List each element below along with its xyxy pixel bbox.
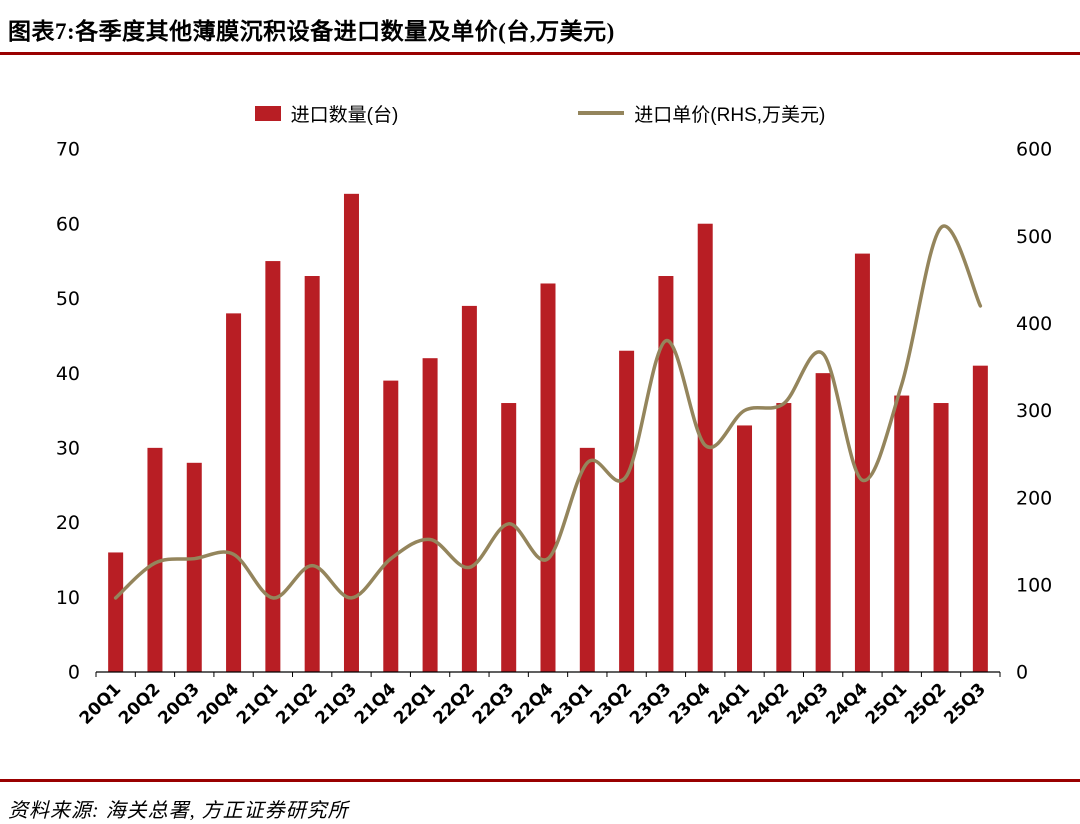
y-axis-right-tick-label: 400 — [1016, 313, 1052, 335]
chart-area: 进口数量(台) 进口单价(RHS,万美元) 0 10 20 30 40 50 60 70 0 10… — [0, 101, 1080, 761]
x-axis-label-23Q2: 23Q2 — [587, 679, 636, 728]
price-line — [113, 224, 983, 600]
legend-line-swatch-icon — [578, 111, 625, 115]
y-axis-left-tick-label: 70 — [56, 139, 80, 161]
x-axis-label-25Q2: 25Q2 — [901, 679, 950, 728]
bar-20Q4 — [226, 313, 242, 672]
bar-22Q4 — [540, 283, 556, 672]
bar-22Q2 — [461, 305, 477, 672]
bar-22Q3 — [501, 403, 517, 672]
bar-21Q2 — [304, 276, 320, 672]
footer-divider — [0, 779, 1080, 782]
bar-25Q1 — [894, 395, 910, 672]
x-axis-label-21Q4: 21Q4 — [351, 679, 401, 729]
x-axis-label-23Q4: 23Q4 — [665, 679, 715, 729]
x-axis-label-22Q2: 22Q2 — [429, 679, 478, 728]
x-axis-label-20Q2: 20Q2 — [115, 679, 164, 728]
x-axis-label-24Q3: 24Q3 — [783, 679, 832, 728]
x-axis-label-24Q2: 24Q2 — [744, 679, 793, 728]
x-axis-label-25Q3: 25Q3 — [940, 679, 989, 728]
y-axis-right-tick-label: 0 — [1016, 662, 1028, 684]
bar-25Q3 — [972, 365, 988, 672]
combo-chart: 010203040506070010020030040050060020Q120… — [56, 139, 1052, 729]
x-axis-label-22Q4: 22Q4 — [508, 679, 558, 729]
y-axis-left-tick-label: 50 — [56, 288, 80, 310]
y-axis-left-tick-label: 20 — [56, 512, 80, 534]
bar-20Q2 — [147, 447, 163, 672]
bars-series — [108, 193, 988, 672]
legend-item-price: 进口单价(RHS,万美元) — [578, 100, 825, 127]
source-note: 资料来源: 海关总署, 方正证券研究所 — [8, 800, 349, 822]
bar-21Q4 — [383, 380, 399, 672]
bar-24Q3 — [815, 373, 831, 672]
legend-label-price: 进口单价(RHS,万美元) — [634, 104, 826, 126]
y-axis-left-tick-label: 0 — [68, 662, 80, 684]
y-axis-left-tick-label: 40 — [56, 363, 80, 385]
y-axis-left-tick-label: 30 — [56, 438, 80, 460]
bar-24Q1 — [737, 425, 753, 672]
x-axis-label-21Q3: 21Q3 — [312, 679, 361, 728]
bar-20Q1 — [108, 552, 124, 672]
x-axis-label-24Q1: 24Q1 — [705, 679, 754, 728]
y-axis-right-tick-label: 200 — [1016, 487, 1052, 509]
legend-bar-swatch-icon — [254, 105, 281, 121]
x-axis-label-22Q1: 22Q1 — [390, 679, 439, 728]
y-axis-left-tick-label: 60 — [56, 213, 80, 235]
x-axis-label-23Q1: 23Q1 — [547, 679, 596, 728]
bar-24Q4 — [854, 253, 870, 672]
y-axis-right-tick-label: 100 — [1016, 574, 1052, 596]
x-axis-ticks — [95, 672, 1001, 677]
y-axis-right-tick-label: 600 — [1016, 139, 1052, 161]
bar-25Q2 — [933, 403, 949, 672]
bar-23Q1 — [579, 447, 595, 672]
bar-21Q3 — [343, 193, 359, 672]
chart-legend: 进口数量(台) 进口单价(RHS,万美元) — [0, 100, 1080, 127]
y-axis-right-tick-label: 500 — [1016, 226, 1052, 248]
x-axis-label-23Q3: 23Q3 — [626, 679, 675, 728]
bar-21Q1 — [265, 261, 281, 672]
bar-24Q2 — [776, 403, 792, 672]
bar-22Q1 — [422, 358, 438, 672]
x-axis-label-20Q3: 20Q3 — [154, 679, 203, 728]
bar-23Q4 — [697, 223, 713, 672]
x-axis-label-20Q4: 20Q4 — [194, 679, 244, 729]
y-axis-left-tick-label: 10 — [56, 587, 80, 609]
title-divider — [0, 52, 1080, 55]
figure-title: 图表7:各季度其他薄膜沉积设备进口数量及单价(台,万美元) — [8, 19, 615, 44]
y-axis-left-labels: 0 10 20 30 40 50 60 70 — [56, 139, 80, 684]
y-axis-right-labels: 0 100 200 300 400 500 600 — [1016, 139, 1052, 684]
bar-23Q2 — [619, 350, 635, 672]
x-axis-label-24Q4: 24Q4 — [823, 679, 873, 729]
y-axis-right-tick-label: 300 — [1016, 400, 1052, 422]
x-axis-label-21Q1: 21Q1 — [233, 679, 282, 728]
bar-23Q3 — [658, 276, 674, 672]
x-axis-label-25Q1: 25Q1 — [862, 679, 911, 728]
legend-item-quantity: 进口数量(台) — [254, 100, 399, 127]
x-axis-label-21Q2: 21Q2 — [272, 679, 321, 728]
x-axis-label-20Q1: 20Q1 — [76, 679, 125, 728]
legend-label-quantity: 进口数量(台) — [290, 104, 399, 126]
bar-20Q3 — [186, 462, 202, 672]
x-axis-label-22Q3: 22Q3 — [469, 679, 518, 728]
x-axis-labels: 20Q120Q220Q320Q421Q121Q221Q321Q422Q122Q2… — [76, 679, 990, 729]
